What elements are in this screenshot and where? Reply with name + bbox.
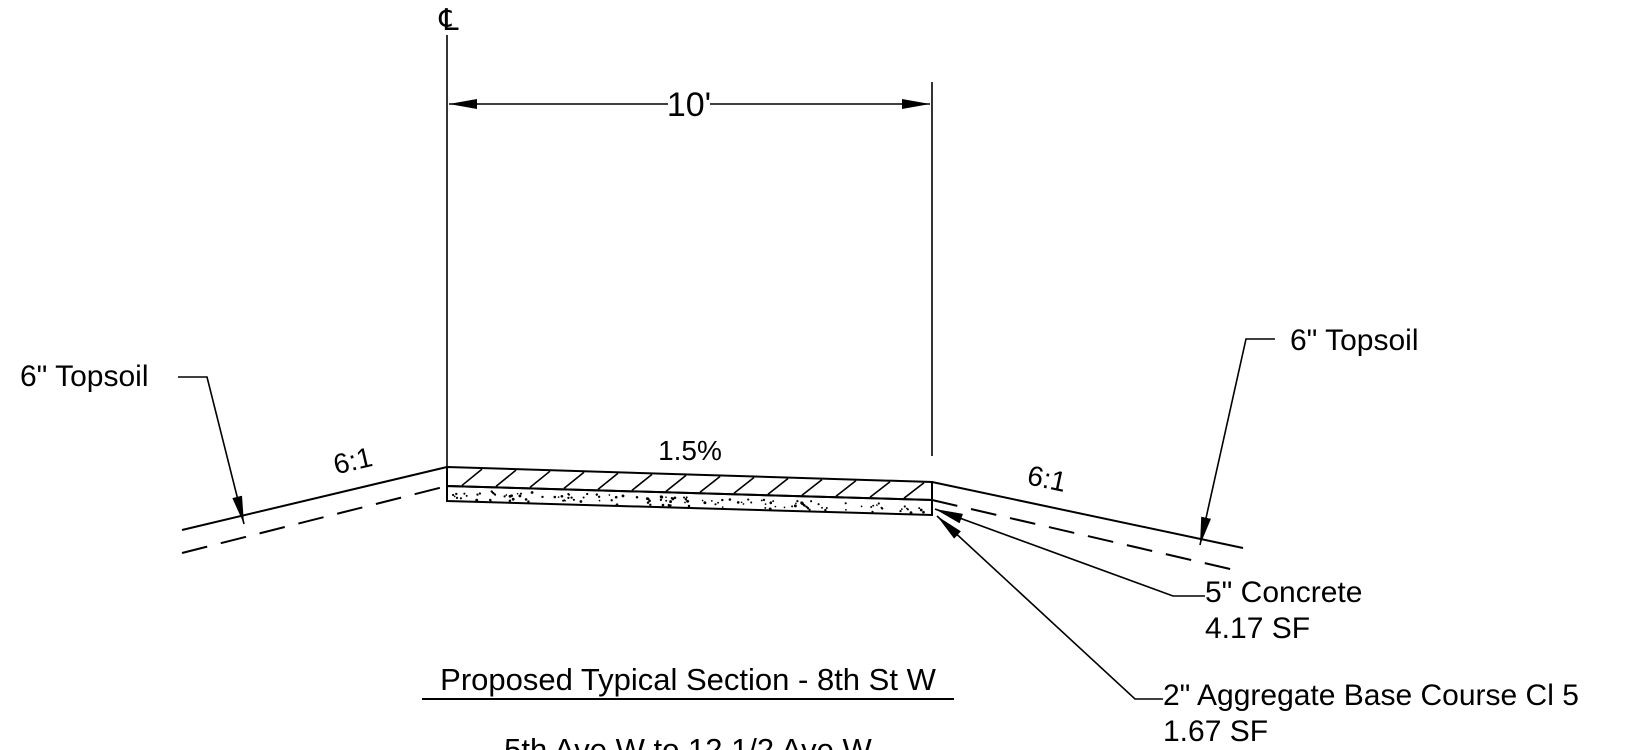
aggregate-leader: [936, 515, 1163, 700]
right-finished-grade: [931, 481, 1244, 549]
aggregate-callout-line1: 2" Aggregate Base Course Cl 5: [1163, 679, 1579, 712]
dimension-width-label: 10': [667, 86, 711, 124]
concrete-callout-line2: 4.17 SF: [1205, 612, 1310, 645]
section-title: Proposed Typical Section - 8th St W: [440, 662, 936, 697]
left-finished-grade: [181, 466, 448, 531]
cross-slope-label: 1.5%: [658, 435, 722, 466]
right-subgrade-dashed: [931, 499, 1244, 573]
aggregate-base-layer: [446, 484, 933, 517]
concrete-leader: [934, 508, 1205, 597]
topsoil-right-leader: [1199, 338, 1275, 546]
centerline-symbol: ℄: [438, 4, 458, 37]
section-subtitle: 5th Ave W to 12 1/2 Ave W: [504, 732, 872, 750]
topsoil-right-callout: 6" Topsoil: [1290, 324, 1419, 357]
left-side-slope-label: 6:1: [330, 441, 375, 480]
topsoil-left-callout: 6" Topsoil: [20, 360, 149, 393]
right-side-slope-label: 6:1: [1025, 459, 1070, 497]
left-subgrade-dashed: [181, 485, 448, 554]
topsoil-left-leader: [178, 376, 245, 525]
concrete-callout-line1: 5" Concrete: [1205, 576, 1362, 609]
aggregate-callout-line2: 1.67 SF: [1163, 715, 1268, 748]
